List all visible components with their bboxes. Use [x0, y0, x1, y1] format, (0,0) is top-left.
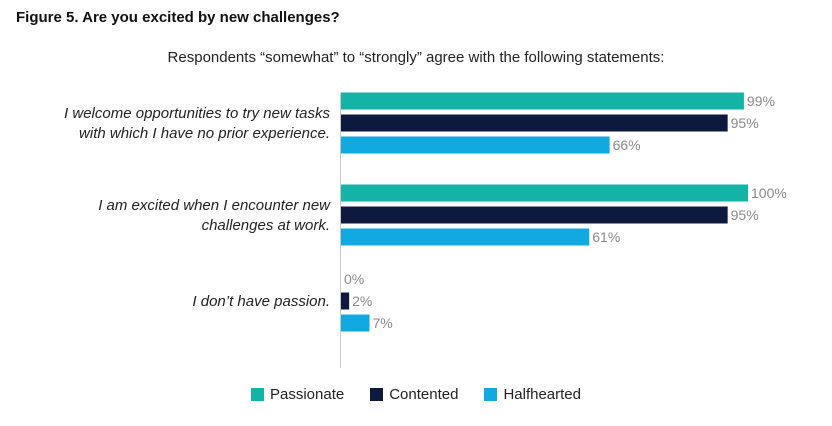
data-label-passionate: 99% — [747, 93, 775, 109]
legend-item-passionate: Passionate — [250, 386, 345, 403]
data-label-passionate: 0% — [344, 271, 364, 287]
legend-label-contented: Contented — [389, 386, 459, 403]
chart-legend: Passionate Contented Halfhearted — [0, 386, 832, 403]
data-label-passionate: 100% — [751, 185, 787, 201]
bar-halfhearted — [341, 228, 590, 246]
legend-item-contented: Contented — [370, 386, 458, 403]
bar-contented — [341, 114, 728, 132]
bar-chart: I welcome opportunities to try new tasks… — [64, 92, 787, 368]
legend-swatch-halfhearted — [484, 388, 498, 401]
data-label-halfhearted: 61% — [592, 229, 620, 245]
data-label-halfhearted: 66% — [613, 137, 641, 153]
bar-passionate — [341, 92, 744, 110]
figure-title: Figure 5. Are you excited by new challen… — [16, 9, 340, 26]
data-label-contented: 2% — [352, 293, 372, 309]
data-label-halfhearted: 7% — [372, 315, 392, 331]
legend-swatch-contented — [370, 388, 384, 401]
legend-label-halfhearted: Halfhearted — [503, 386, 581, 403]
category-label: I don’t have passion. — [192, 293, 330, 310]
category-label: I welcome opportunities to try new tasks… — [64, 105, 330, 142]
legend-label-passionate: Passionate — [269, 386, 345, 403]
figure-subtitle: Respondents “somewhat” to “strongly” agr… — [167, 49, 665, 66]
bar-halfhearted — [341, 136, 610, 154]
data-label-contented: 95% — [731, 207, 759, 223]
legend-swatch-passionate — [250, 388, 264, 401]
bar-contented — [341, 206, 728, 224]
data-label-contented: 95% — [731, 115, 759, 131]
bar-passionate — [341, 184, 748, 202]
category-label: I am excited when I encounter new challen… — [98, 197, 331, 234]
legend-item-halfhearted: Halfhearted — [484, 386, 581, 403]
bar-contented — [341, 292, 350, 310]
bar-halfhearted — [341, 314, 370, 332]
